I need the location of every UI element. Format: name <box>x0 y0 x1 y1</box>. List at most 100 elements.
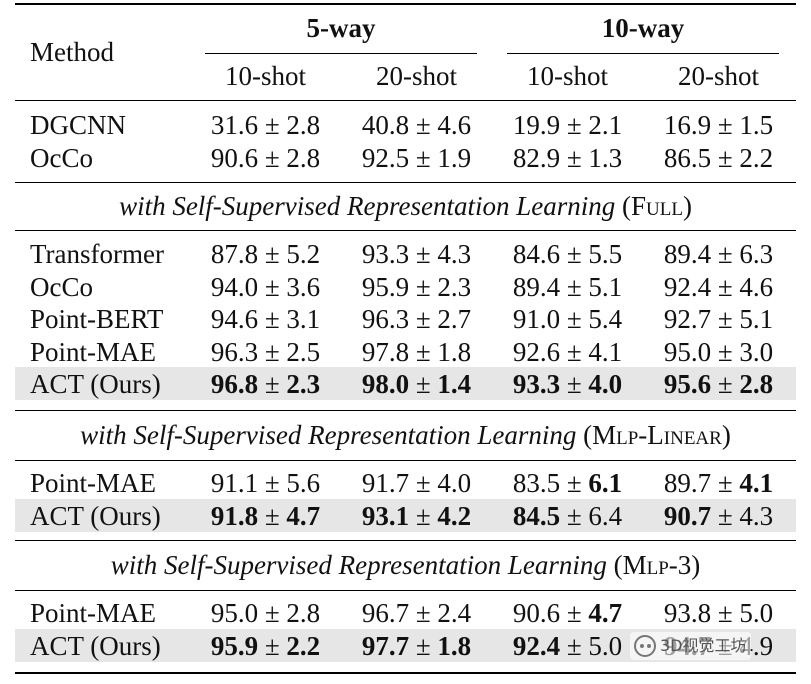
cell-pm: ± <box>711 271 740 302</box>
cell-pm: ± <box>258 304 287 334</box>
top-rule <box>15 3 796 5</box>
block-rule <box>15 100 796 101</box>
watermark-text: 3D视觉工坊 <box>660 636 747 655</box>
cell-mean: 89.7 <box>663 468 712 498</box>
cmidrule-10way <box>507 53 779 54</box>
table-cell: 93.3 ± 4.3 <box>341 238 492 271</box>
table-cell: 96.3 ± 2.7 <box>341 303 492 336</box>
header-10way: 10-way <box>601 13 685 43</box>
cell-mean: 95.9 <box>210 630 259 661</box>
section-heading-tag: (Mlp-Linear) <box>576 420 731 450</box>
cell-std: 6.4 <box>588 500 623 531</box>
cell-std: 3.1 <box>286 304 321 334</box>
cell-std: 4.1 <box>739 468 774 498</box>
table-cell: 90.6 ± 4.7 <box>492 597 643 630</box>
cell-std: 4.2 <box>437 500 472 531</box>
cell-mean: 93.3 <box>361 239 410 269</box>
cell-pm: ± <box>409 271 438 302</box>
cell-std: 1.9 <box>437 142 472 173</box>
cell-std: 2.8 <box>739 369 774 399</box>
table-cell: 92.6 ± 4.1 <box>492 336 643 369</box>
method-name: ACT (Ours) <box>30 369 161 399</box>
cell-std: 1.5 <box>739 110 774 140</box>
cell-mean: 96.3 <box>361 304 410 334</box>
table-cell: 40.8 ± 4.6 <box>341 109 492 142</box>
cell-mean: 93.1 <box>361 500 410 531</box>
cell-mean: 97.7 <box>361 630 410 661</box>
cell-pm: ± <box>409 468 438 498</box>
section-heading: with Self-Supervised Representation Lear… <box>15 419 796 452</box>
cell-pm: ± <box>258 369 287 399</box>
cell-mean: 90.7 <box>663 500 712 531</box>
bottom-rule <box>15 672 796 674</box>
method-header: Method <box>30 37 114 67</box>
cell-pm: ± <box>258 598 287 628</box>
cell-mean: 89.4 <box>512 271 561 302</box>
table-cell: 95.9 ± 2.2 <box>190 630 341 663</box>
section-rule <box>15 460 796 461</box>
cell-std: 2.8 <box>286 110 321 140</box>
cell-pm: ± <box>711 110 740 140</box>
cell-mean: 92.4 <box>663 271 712 302</box>
table-cell: 19.9 ± 2.1 <box>492 109 643 142</box>
table-cell: 98.0 ± 1.4 <box>341 368 492 401</box>
cell-mean: 91.7 <box>361 468 410 498</box>
cell-pm: ± <box>711 369 740 399</box>
table-cell: 95.0 ± 2.8 <box>190 597 341 630</box>
table-cell: 91.0 ± 5.4 <box>492 303 643 336</box>
cell-mean: 83.5 <box>512 468 561 498</box>
cell-mean: 89.4 <box>663 239 712 269</box>
cell-pm: ± <box>560 598 589 628</box>
table-cell: 95.0 ± 3.0 <box>643 336 794 369</box>
cell-pm: ± <box>409 500 438 531</box>
cell-pm: ± <box>560 239 589 269</box>
cell-mean: 84.6 <box>512 239 561 269</box>
cell-mean: 98.0 <box>361 369 410 399</box>
cell-mean: 96.7 <box>361 598 410 628</box>
cell-mean: 93.8 <box>663 598 712 628</box>
method-name: Point-MAE <box>30 598 157 628</box>
table-cell: 87.8 ± 5.2 <box>190 238 341 271</box>
cell-std: 3.0 <box>739 336 774 367</box>
cell-std: 4.7 <box>588 598 623 628</box>
cell-pm: ± <box>258 336 287 367</box>
cell-pm: ± <box>711 468 740 498</box>
cell-pm: ± <box>560 369 589 399</box>
table-cell: 92.7 ± 5.1 <box>643 303 794 336</box>
cell-pm: ± <box>258 239 287 269</box>
cell-mean: 92.7 <box>663 304 712 334</box>
cell-mean: 31.6 <box>210 110 259 140</box>
cell-mean: 95.0 <box>663 336 712 367</box>
section-heading-tag: (Mlp-3) <box>606 550 701 580</box>
table-cell: 90.7 ± 4.3 <box>643 500 794 533</box>
highlight-row-bg <box>15 498 796 532</box>
cell-mean: 19.9 <box>512 110 561 140</box>
cell-std: 4.6 <box>437 110 472 140</box>
section-rule <box>15 230 796 231</box>
cell-mean: 82.9 <box>512 142 561 173</box>
cell-pm: ± <box>711 239 740 269</box>
cmidrule-5way <box>205 53 477 54</box>
cell-mean: 94.0 <box>210 271 259 302</box>
cell-std: 5.5 <box>588 239 623 269</box>
table-cell: 97.7 ± 1.8 <box>341 630 492 663</box>
cell-mean: 92.4 <box>512 630 561 661</box>
section-heading-italic: with Self-Supervised Representation Lear… <box>119 191 616 221</box>
cell-std: 2.8 <box>286 598 321 628</box>
cell-pm: ± <box>409 598 438 628</box>
cell-std: 2.3 <box>437 271 472 302</box>
table-cell: 91.8 ± 4.7 <box>190 500 341 533</box>
header-5way: 5-way <box>306 13 376 43</box>
cell-pm: ± <box>258 110 287 140</box>
subheader-5way-20shot: 20-shot <box>376 61 457 91</box>
cell-std: 5.0 <box>739 598 774 628</box>
cell-pm: ± <box>560 468 589 498</box>
cell-std: 1.8 <box>437 630 472 661</box>
cell-mean: 92.5 <box>361 142 410 173</box>
table-cell: 93.8 ± 5.0 <box>643 597 794 630</box>
table-cell: 94.0 ± 3.6 <box>190 271 341 304</box>
cell-mean: 95.0 <box>210 598 259 628</box>
subheader-10way-10shot: 10-shot <box>527 61 608 91</box>
cell-pm: ± <box>560 271 589 302</box>
table-cell: 84.5 ± 6.4 <box>492 500 643 533</box>
